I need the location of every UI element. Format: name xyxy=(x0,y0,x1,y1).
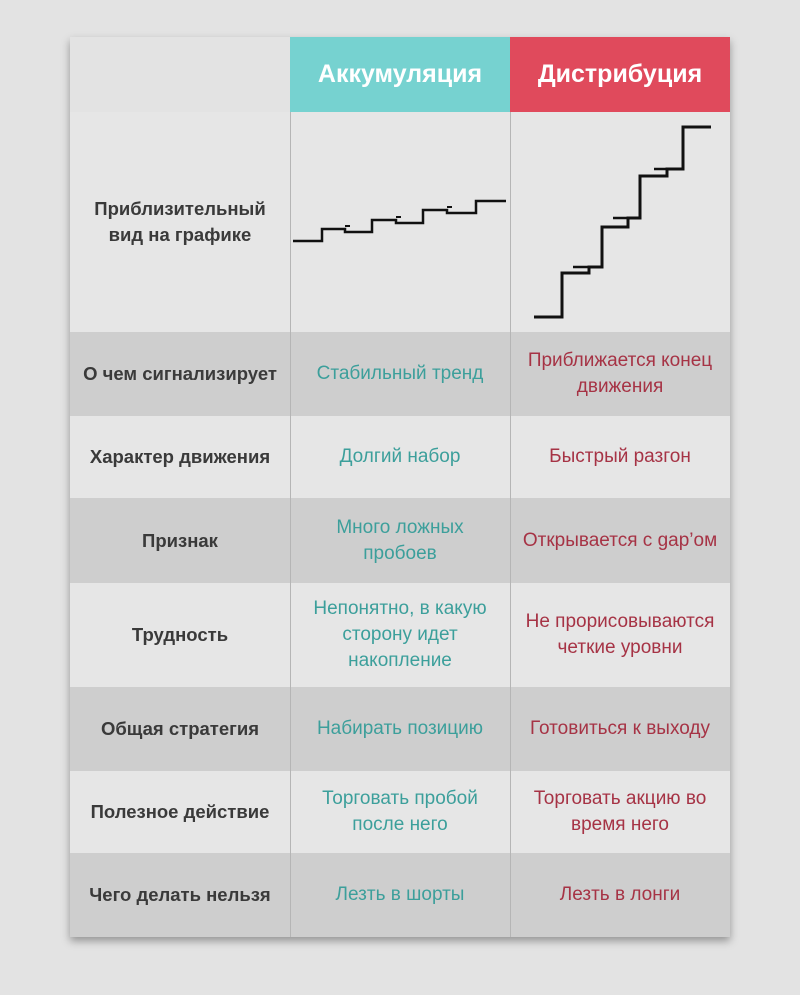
accumulation-chart xyxy=(290,112,510,332)
row-label: О чем сигнализирует xyxy=(83,363,277,384)
accumulation-column-header: Аккумуляция xyxy=(290,37,510,112)
row-label: Характер движения xyxy=(89,446,271,467)
row-label: Чего делать нельзя xyxy=(89,884,271,905)
row-label: Полезное действие xyxy=(90,801,270,822)
accumulation-staircase-graphic xyxy=(293,199,506,243)
distribution-cell: Открывается с gap’ом xyxy=(522,529,718,551)
header-blank-cell xyxy=(70,37,290,112)
table-row: О чем сигнализирует Стабильный тренд При… xyxy=(70,332,730,416)
table-row: Чего делать нельзя Лезть в шорты Лезть в… xyxy=(70,853,730,937)
distribution-cell: Быстрый разгон xyxy=(549,446,691,467)
comparison-table: Аккумуляция Дистрибуция Приблизительный … xyxy=(70,37,730,937)
row-label: Общая стратегия xyxy=(100,718,260,739)
distribution-column-header: Дистрибуция xyxy=(510,37,730,112)
distribution-cell: Приближается конец движения xyxy=(527,350,713,397)
column-divider xyxy=(290,112,291,937)
distribution-cell: Лезть в лонги xyxy=(559,884,681,905)
chart-row: Приблизительный вид на графике xyxy=(70,112,730,332)
accumulation-cell: Непонятно, в какую сторону идет накоплен… xyxy=(313,598,487,671)
accumulation-cell: Стабильный тренд xyxy=(316,363,484,384)
accumulation-cell: Долгий набор xyxy=(339,446,461,467)
row-label: Признак xyxy=(142,529,218,551)
distribution-chart xyxy=(510,112,730,332)
table-row: Признак Много ложных пробоев Открывается… xyxy=(70,498,730,583)
distribution-cell: Готовиться к выходу xyxy=(530,718,710,739)
distribution-cell: Не прорисовываются четкие уровни xyxy=(525,611,715,658)
distribution-staircase-graphic xyxy=(534,125,711,319)
table-row: Трудность Непонятно, в какую сторону иде… xyxy=(70,583,730,687)
distribution-cell: Торговать акцию во время него xyxy=(533,788,707,835)
accumulation-cell: Лезть в шорты xyxy=(335,884,465,905)
table-row: Характер движения Долгий набор Быстрый р… xyxy=(70,416,730,498)
accumulation-cell: Торговать пробой после него xyxy=(322,788,478,835)
accumulation-cell: Много ложных пробоев xyxy=(336,516,464,564)
table-row: Общая стратегия Набирать позицию Готовит… xyxy=(70,687,730,771)
chart-row-label: Приблизительный вид на графике xyxy=(94,198,266,245)
table-row: Полезное действие Торговать пробой после… xyxy=(70,771,730,853)
accumulation-cell: Набирать позицию xyxy=(316,718,484,739)
column-divider xyxy=(510,112,511,937)
row-label: Трудность xyxy=(131,624,229,645)
